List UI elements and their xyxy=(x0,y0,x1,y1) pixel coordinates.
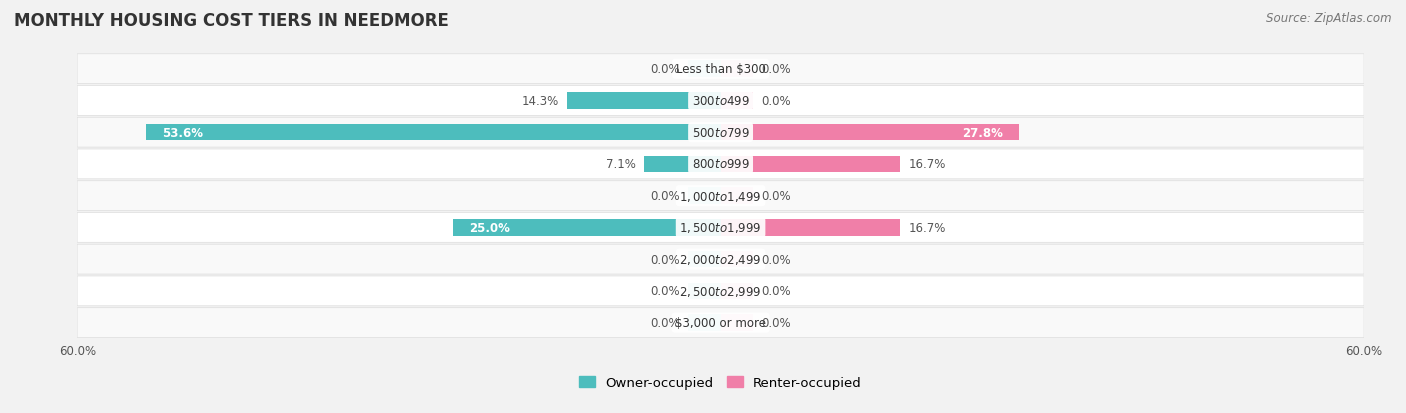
Bar xyxy=(567,93,721,109)
FancyBboxPatch shape xyxy=(77,276,1364,306)
FancyBboxPatch shape xyxy=(77,118,1364,148)
Text: MONTHLY HOUSING COST TIERS IN NEEDMORE: MONTHLY HOUSING COST TIERS IN NEEDMORE xyxy=(14,12,449,30)
Text: $800 to $999: $800 to $999 xyxy=(692,158,749,171)
Text: Source: ZipAtlas.com: Source: ZipAtlas.com xyxy=(1267,12,1392,25)
Bar xyxy=(721,93,752,109)
FancyBboxPatch shape xyxy=(77,55,1364,84)
Bar xyxy=(146,125,721,141)
FancyBboxPatch shape xyxy=(77,308,1364,338)
Bar xyxy=(721,61,752,78)
FancyBboxPatch shape xyxy=(77,181,1364,211)
Bar xyxy=(689,61,721,78)
Bar xyxy=(689,315,721,331)
Text: $2,000 to $2,499: $2,000 to $2,499 xyxy=(679,252,762,266)
Bar xyxy=(453,220,721,236)
Text: 27.8%: 27.8% xyxy=(962,126,1002,139)
FancyBboxPatch shape xyxy=(77,86,1364,116)
Text: $2,500 to $2,999: $2,500 to $2,999 xyxy=(679,284,762,298)
Bar xyxy=(721,220,900,236)
Text: 0.0%: 0.0% xyxy=(650,63,681,76)
Text: 14.3%: 14.3% xyxy=(522,95,558,108)
Text: $3,000 or more: $3,000 or more xyxy=(675,316,766,329)
Text: 0.0%: 0.0% xyxy=(761,63,792,76)
Bar xyxy=(721,251,752,268)
FancyBboxPatch shape xyxy=(77,150,1364,179)
Text: 7.1%: 7.1% xyxy=(606,158,636,171)
Bar xyxy=(689,188,721,204)
Text: 0.0%: 0.0% xyxy=(761,95,792,108)
Text: 25.0%: 25.0% xyxy=(468,221,509,234)
Bar xyxy=(721,125,1018,141)
Text: 0.0%: 0.0% xyxy=(761,285,792,298)
Text: 0.0%: 0.0% xyxy=(761,253,792,266)
Text: 0.0%: 0.0% xyxy=(650,253,681,266)
Text: 16.7%: 16.7% xyxy=(908,221,946,234)
Legend: Owner-occupied, Renter-occupied: Owner-occupied, Renter-occupied xyxy=(574,371,868,395)
Bar xyxy=(644,156,721,173)
FancyBboxPatch shape xyxy=(77,244,1364,274)
Text: 0.0%: 0.0% xyxy=(650,190,681,203)
Text: $500 to $799: $500 to $799 xyxy=(692,126,749,139)
Text: 0.0%: 0.0% xyxy=(761,190,792,203)
Text: $1,500 to $1,999: $1,500 to $1,999 xyxy=(679,221,762,235)
Bar xyxy=(689,283,721,299)
Text: 0.0%: 0.0% xyxy=(761,316,792,329)
Bar xyxy=(689,251,721,268)
Text: 0.0%: 0.0% xyxy=(650,285,681,298)
Text: Less than $300: Less than $300 xyxy=(676,63,765,76)
Bar xyxy=(721,188,752,204)
Bar xyxy=(721,156,900,173)
Text: 53.6%: 53.6% xyxy=(162,126,202,139)
Text: 16.7%: 16.7% xyxy=(908,158,946,171)
FancyBboxPatch shape xyxy=(77,213,1364,243)
Bar xyxy=(721,315,752,331)
Text: $1,000 to $1,499: $1,000 to $1,499 xyxy=(679,189,762,203)
Text: 0.0%: 0.0% xyxy=(650,316,681,329)
Bar xyxy=(721,283,752,299)
Text: $300 to $499: $300 to $499 xyxy=(692,95,749,108)
